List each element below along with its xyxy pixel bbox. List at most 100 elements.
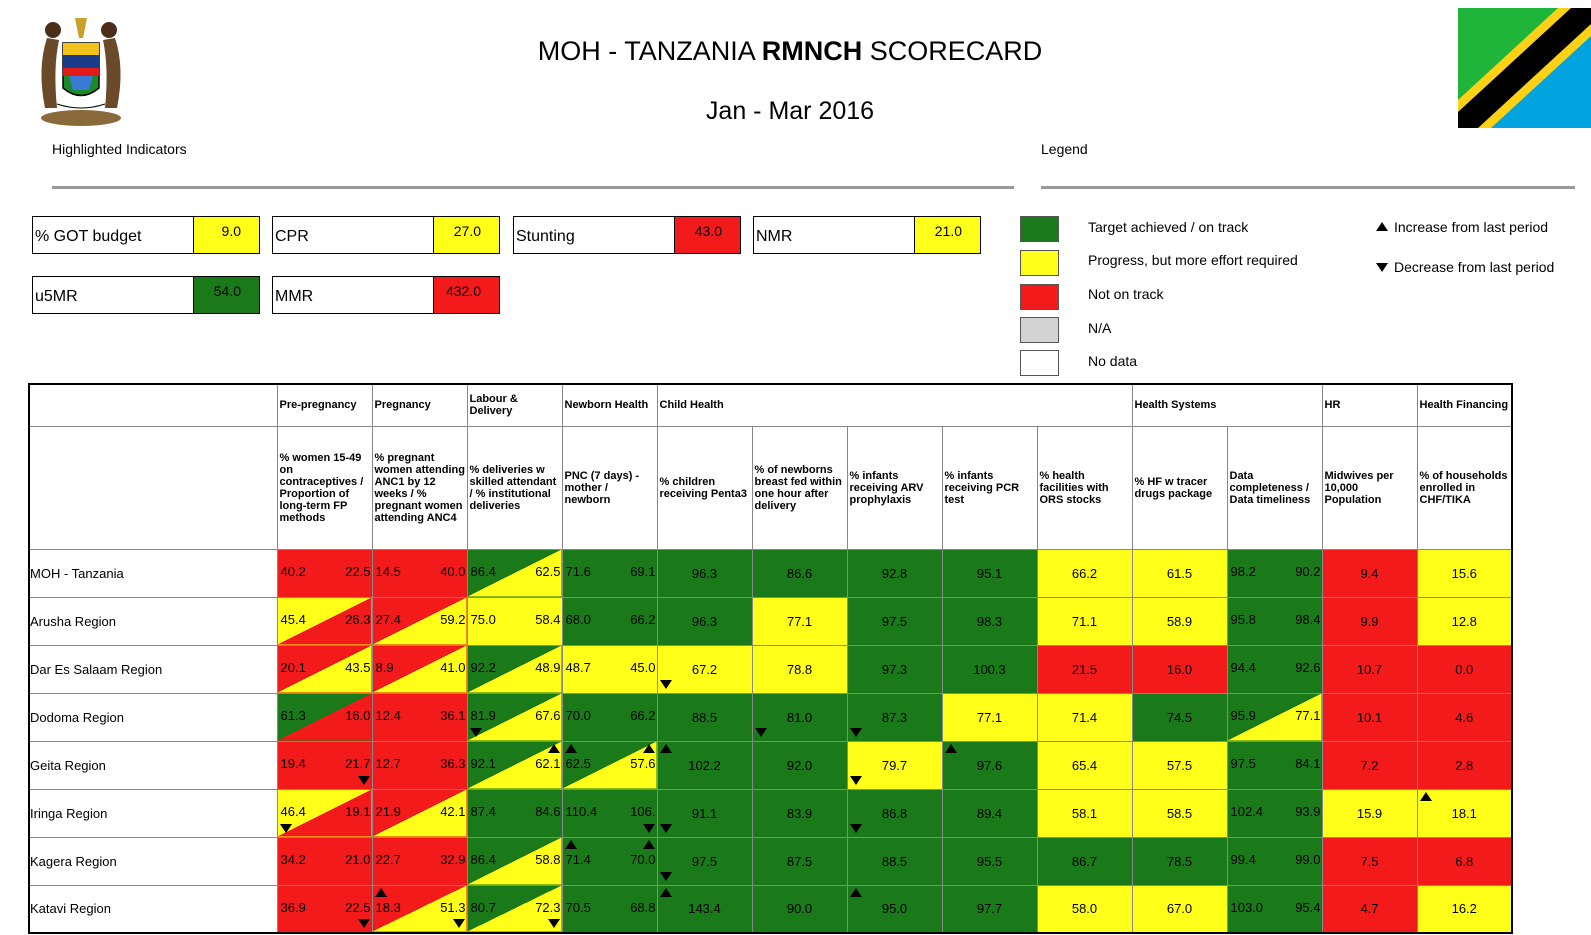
score-cell[interactable]: 98.3: [941, 596, 1038, 646]
score-cell[interactable]: 97.5 84.1: [1226, 740, 1323, 790]
score-cell[interactable]: 78.8: [751, 644, 848, 694]
score-cell[interactable]: 9.4: [1321, 548, 1418, 598]
score-cell[interactable]: 100.3: [941, 644, 1038, 694]
indicator-header[interactable]: % infants receiving PCR test: [941, 425, 1038, 550]
score-cell[interactable]: 40.2 22.5: [276, 548, 373, 598]
table-row[interactable]: Arusha Region 45.4 26.3 27.4 59.2 75.0 58.4 68.…: [28, 596, 1513, 646]
indicator-header[interactable]: % deliveries w skilled attendant / % ins…: [466, 425, 563, 550]
score-cell[interactable]: 18.3 51.3: [371, 884, 468, 934]
score-cell[interactable]: 86.4 58.8: [466, 836, 563, 886]
score-cell[interactable]: 15.9: [1321, 788, 1418, 838]
score-cell[interactable]: 9.9: [1321, 596, 1418, 646]
score-cell[interactable]: 22.7 32.9: [371, 836, 468, 886]
score-cell[interactable]: 70.5 68.8: [561, 884, 658, 934]
score-cell[interactable]: 88.5: [846, 836, 943, 886]
score-cell[interactable]: 70.0 66.2: [561, 692, 658, 742]
score-cell[interactable]: 95.9 77.1: [1226, 692, 1323, 742]
score-cell[interactable]: 15.6: [1416, 548, 1513, 598]
score-cell[interactable]: 77.1: [941, 692, 1038, 742]
region-name[interactable]: Dodoma Region: [28, 692, 278, 742]
table-row[interactable]: Iringa Region 46.4 19.1 21.9 42.1 87.4 84.6 110…: [28, 788, 1513, 838]
score-cell[interactable]: 0.0: [1416, 644, 1513, 694]
score-cell[interactable]: 65.4: [1036, 740, 1133, 790]
score-cell[interactable]: 88.5: [656, 692, 753, 742]
kpi-cpr[interactable]: CPR 27.0: [272, 216, 500, 254]
score-cell[interactable]: 143.4: [656, 884, 753, 934]
score-cell[interactable]: 7.5: [1321, 836, 1418, 886]
kpi-u5mr[interactable]: u5MR 54.0: [32, 276, 260, 314]
indicator-header[interactable]: Data completeness / Data timeliness: [1226, 425, 1323, 550]
score-cell[interactable]: 71.1: [1036, 596, 1133, 646]
region-name[interactable]: MOH - Tanzania: [28, 548, 278, 598]
score-cell[interactable]: 89.4: [941, 788, 1038, 838]
score-cell[interactable]: 58.5: [1131, 788, 1228, 838]
score-cell[interactable]: 97.3: [846, 644, 943, 694]
score-cell[interactable]: 45.4 26.3: [276, 596, 373, 646]
score-cell[interactable]: 58.1: [1036, 788, 1133, 838]
score-cell[interactable]: 16.0: [1131, 644, 1228, 694]
indicator-header[interactable]: % infants receiving ARV prophylaxis: [846, 425, 943, 550]
score-cell[interactable]: 92.2 48.9: [466, 644, 563, 694]
score-cell[interactable]: 10.7: [1321, 644, 1418, 694]
score-cell[interactable]: 12.7 36.3: [371, 740, 468, 790]
indicator-header[interactable]: % of households enrolled in CHF/TIKA: [1416, 425, 1513, 550]
score-cell[interactable]: 95.8 98.4: [1226, 596, 1323, 646]
indicator-header[interactable]: % pregnant women attending ANC1 by 12 we…: [371, 425, 468, 550]
kpi-got-budget[interactable]: % GOT budget 9.0: [32, 216, 260, 254]
score-cell[interactable]: 102.4 93.9: [1226, 788, 1323, 838]
kpi-nmr[interactable]: NMR 21.0: [753, 216, 981, 254]
score-cell[interactable]: 10.1: [1321, 692, 1418, 742]
score-cell[interactable]: 96.3: [656, 548, 753, 598]
score-cell[interactable]: 19.4 21.7: [276, 740, 373, 790]
score-cell[interactable]: 95.1: [941, 548, 1038, 598]
score-cell[interactable]: 75.0 58.4: [466, 596, 563, 646]
score-cell[interactable]: 79.7: [846, 740, 943, 790]
score-cell[interactable]: 62.5 57.6: [561, 740, 658, 790]
score-cell[interactable]: 71.6 69.1: [561, 548, 658, 598]
region-name[interactable]: Dar Es Salaam Region: [28, 644, 278, 694]
score-cell[interactable]: 6.8: [1416, 836, 1513, 886]
score-cell[interactable]: 58.0: [1036, 884, 1133, 934]
score-cell[interactable]: 86.4 62.5: [466, 548, 563, 598]
score-cell[interactable]: 92.8: [846, 548, 943, 598]
score-cell[interactable]: 99.4 99.0: [1226, 836, 1323, 886]
region-name[interactable]: Iringa Region: [28, 788, 278, 838]
score-cell[interactable]: 71.4 70.0: [561, 836, 658, 886]
score-cell[interactable]: 7.2: [1321, 740, 1418, 790]
indicator-header[interactable]: Midwives per 10,000 Population: [1321, 425, 1418, 550]
score-cell[interactable]: 86.8: [846, 788, 943, 838]
score-cell[interactable]: 20.1 43.5: [276, 644, 373, 694]
score-cell[interactable]: 14.5 40.0: [371, 548, 468, 598]
score-cell[interactable]: 12.8: [1416, 596, 1513, 646]
score-cell[interactable]: 61.5: [1131, 548, 1228, 598]
score-cell[interactable]: 96.3: [656, 596, 753, 646]
score-cell[interactable]: 92.1 62.1: [466, 740, 563, 790]
score-cell[interactable]: 97.6: [941, 740, 1038, 790]
indicator-header[interactable]: % HF w tracer drugs package: [1131, 425, 1228, 550]
score-cell[interactable]: 21.9 42.1: [371, 788, 468, 838]
score-cell[interactable]: 71.4: [1036, 692, 1133, 742]
score-cell[interactable]: 58.9: [1131, 596, 1228, 646]
table-row[interactable]: Kagera Region 34.2 21.0 22.7 32.9 86.4 58.8 71.…: [28, 836, 1513, 886]
region-name[interactable]: Katavi Region: [28, 884, 278, 934]
score-cell[interactable]: 81.9 67.6: [466, 692, 563, 742]
indicator-header[interactable]: % health facilities with ORS stocks: [1036, 425, 1133, 550]
score-cell[interactable]: 68.0 66.2: [561, 596, 658, 646]
score-cell[interactable]: 16.2: [1416, 884, 1513, 934]
score-cell[interactable]: 67.0: [1131, 884, 1228, 934]
score-cell[interactable]: 21.5: [1036, 644, 1133, 694]
score-cell[interactable]: 87.5: [751, 836, 848, 886]
score-cell[interactable]: 80.7 72.3: [466, 884, 563, 934]
score-cell[interactable]: 98.2 90.2: [1226, 548, 1323, 598]
score-cell[interactable]: 74.5: [1131, 692, 1228, 742]
score-cell[interactable]: 61.3 16.0: [276, 692, 373, 742]
score-cell[interactable]: 48.7 45.0: [561, 644, 658, 694]
table-row[interactable]: Katavi Region 36.9 22.5 18.3 51.3 80.7 72.3 70.…: [28, 884, 1513, 934]
score-cell[interactable]: 81.0: [751, 692, 848, 742]
score-cell[interactable]: 91.1: [656, 788, 753, 838]
table-row[interactable]: Dar Es Salaam Region 20.1 43.5 8.9 41.0 92.2 4…: [28, 644, 1513, 694]
score-cell[interactable]: 46.4 19.1: [276, 788, 373, 838]
table-row[interactable]: Dodoma Region 61.3 16.0 12.4 36.1 81.9 67.6 70.…: [28, 692, 1513, 742]
score-cell[interactable]: 8.9 41.0: [371, 644, 468, 694]
region-name[interactable]: Geita Region: [28, 740, 278, 790]
